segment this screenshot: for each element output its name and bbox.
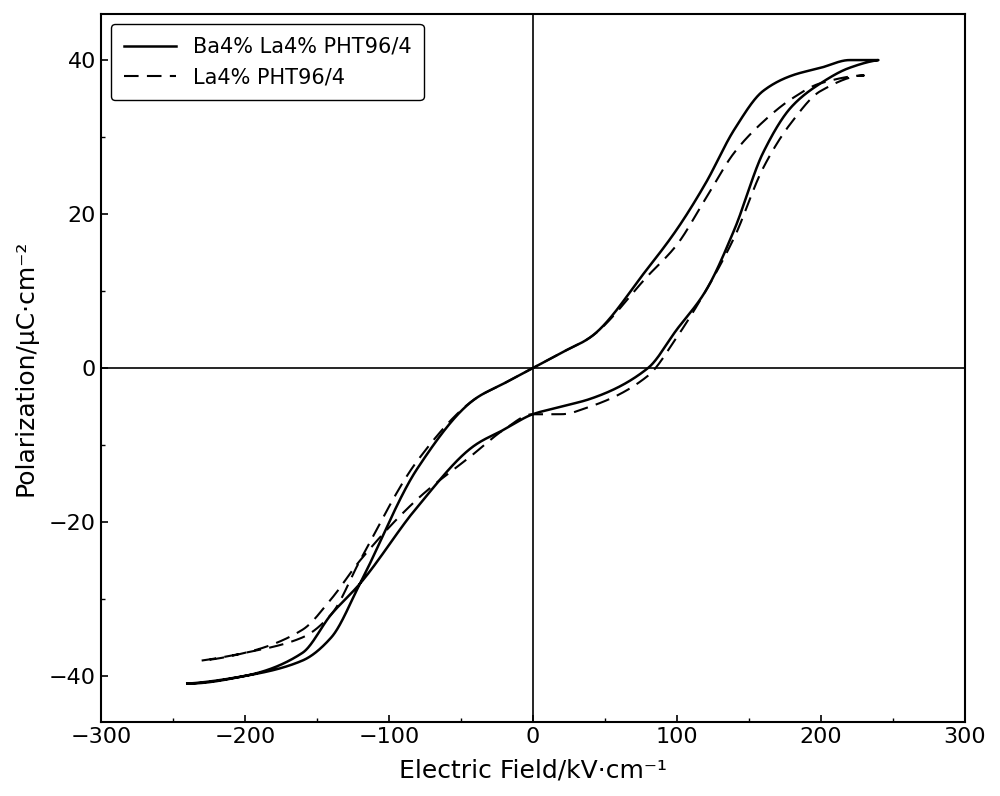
Ba4% La4% PHT96/4 [181,679,193,689]
X-axis label: Electric Field/kV·cm⁻¹: Electric Field/kV·cm⁻¹ [399,758,667,782]
Ba4% La4% PHT96/4 [872,55,884,64]
La4% PHT96/4 [503,376,515,385]
Ba4% La4% PHT96/4 [801,66,813,76]
Y-axis label: Polarization/μC·cm⁻²: Polarization/μC·cm⁻² [14,240,38,496]
Line: La4% PHT96/4: La4% PHT96/4 [202,76,864,661]
Ba4% La4% PHT96/4 [517,369,529,378]
La4% PHT96/4 [789,92,801,101]
Ba4% La4% PHT96/4 [502,377,514,386]
Legend: Ba4% La4% PHT96/4, La4% PHT96/4: Ba4% La4% PHT96/4, La4% PHT96/4 [111,25,424,100]
La4% PHT96/4 [206,654,218,664]
Ba4% La4% PHT96/4 [510,373,522,382]
La4% PHT96/4 [196,656,208,665]
La4% PHT96/4 [510,372,522,381]
La4% PHT96/4 [858,71,870,80]
Line: Ba4% La4% PHT96/4: Ba4% La4% PHT96/4 [187,60,878,684]
Ba4% La4% PHT96/4 [181,679,193,689]
La4% PHT96/4 [196,656,208,665]
Ba4% La4% PHT96/4 [702,174,714,183]
La4% PHT96/4 [517,369,529,378]
La4% PHT96/4 [695,201,707,211]
Ba4% La4% PHT96/4 [192,678,204,688]
